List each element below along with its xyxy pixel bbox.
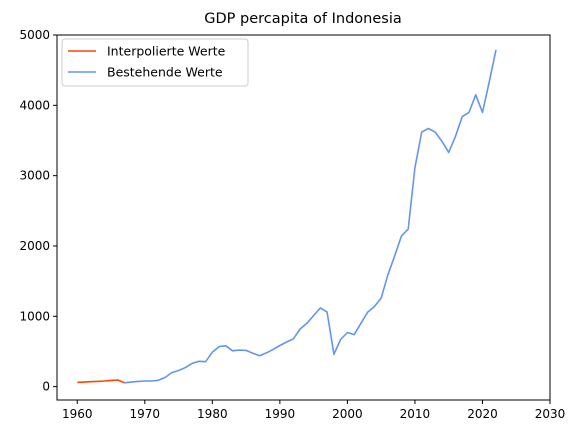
- x-tick-label: 1990: [265, 407, 296, 421]
- x-tick-label: 1970: [130, 407, 161, 421]
- y-tick-label: 1000: [19, 309, 50, 323]
- legend-label-1: Interpolierte Werte: [107, 44, 226, 59]
- series-line-1: [77, 379, 125, 384]
- y-tick-label: 3000: [19, 169, 50, 183]
- x-tick-label: 1980: [197, 407, 228, 421]
- series-line-2: [124, 49, 497, 384]
- x-tick-label: 2000: [332, 407, 363, 421]
- x-tick-label: 2020: [467, 407, 498, 421]
- chart-title: GDP percapita of Indonesia: [204, 11, 402, 27]
- x-tick-label: 2010: [400, 407, 431, 421]
- y-tick-label: 5000: [19, 28, 50, 42]
- legend-label-2: Bestehende Werte: [107, 65, 223, 80]
- plot-frame: [56, 34, 551, 401]
- legend-box: [61, 38, 249, 87]
- x-tick-label: 1960: [62, 407, 93, 421]
- legend: Interpolierte Werte Bestehende Werte: [61, 38, 249, 87]
- y-tick-label: 2000: [19, 239, 50, 253]
- y-tick-label: 4000: [19, 98, 50, 112]
- y-axis: 0 1000 2000 3000 4000 5000: [19, 28, 57, 394]
- series-lines: [77, 49, 497, 384]
- y-tick-label: 0: [42, 380, 50, 394]
- x-axis: 1960 1970 1980 1990 2000 2010 2020 2030: [62, 400, 565, 421]
- x-tick-label: 2030: [535, 407, 566, 421]
